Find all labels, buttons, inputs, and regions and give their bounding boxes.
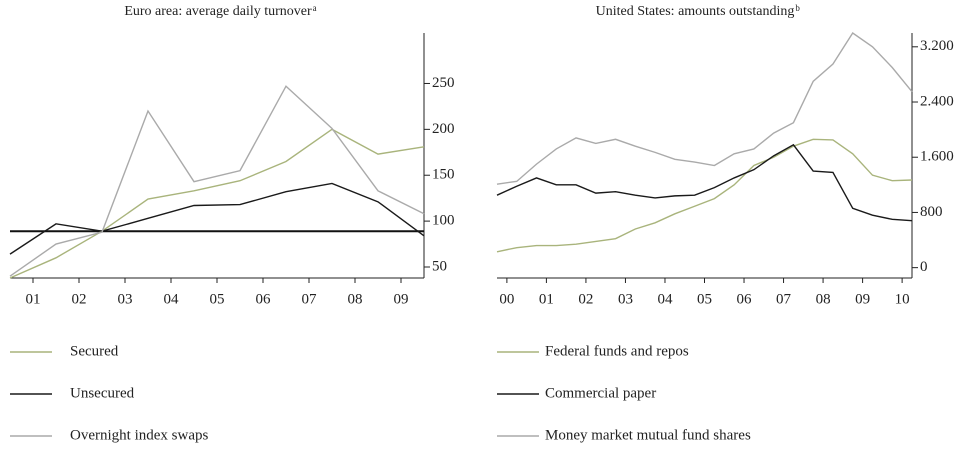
legend-label: Secured: [70, 343, 119, 359]
series-line: [496, 138, 913, 253]
legend-label: Unsecured: [70, 385, 135, 401]
x-tick-label: 06: [737, 291, 753, 307]
x-tick-label: 07: [776, 291, 792, 307]
y-tick-label: 250: [432, 75, 455, 91]
x-tick-label: 07: [302, 291, 318, 307]
chart-title: United States: amounts outstanding: [596, 4, 795, 19]
title-note: a: [313, 3, 317, 13]
y-tick-label: 3.200: [920, 38, 954, 54]
y-tick-label: 2.400: [920, 93, 954, 109]
y-tick-label: 800: [920, 204, 943, 220]
x-tick-label: 06: [256, 291, 272, 307]
legend-label: Commercial paper: [545, 385, 656, 401]
y-tick-label: 100: [432, 213, 455, 229]
x-tick-label: 02: [72, 291, 87, 307]
x-tick-label: 01: [539, 291, 554, 307]
x-tick-label: 04: [657, 291, 673, 307]
legend-label: Federal funds and repos: [545, 343, 689, 359]
x-tick-label: 05: [210, 291, 225, 307]
y-tick-label: 0: [920, 259, 928, 275]
x-tick-label: 09: [394, 291, 409, 307]
series-line: [9, 85, 425, 277]
legend-label: Overnight index swaps: [70, 427, 208, 443]
title-note: b: [795, 3, 800, 13]
x-tick-label: 09: [855, 291, 870, 307]
y-tick-label: 1.600: [920, 149, 954, 165]
x-tick-label: 05: [697, 291, 712, 307]
y-tick-label: 50: [432, 258, 447, 274]
x-tick-label: 01: [26, 291, 41, 307]
x-tick-label: 03: [118, 291, 133, 307]
series-line: [9, 128, 425, 279]
x-tick-label: 02: [578, 291, 593, 307]
x-tick-label: 08: [348, 291, 363, 307]
series-line: [496, 32, 913, 185]
x-tick-label: 08: [816, 291, 831, 307]
legend-label: Money market mutual fund shares: [545, 427, 751, 443]
x-tick-label: 10: [895, 291, 910, 307]
y-tick-label: 150: [432, 167, 455, 183]
x-tick-label: 04: [164, 291, 180, 307]
y-tick-label: 200: [432, 121, 455, 137]
series-line: [9, 182, 425, 255]
chart-title: Euro area: average daily turnover: [124, 4, 312, 19]
x-tick-label: 00: [499, 291, 514, 307]
x-tick-label: 03: [618, 291, 633, 307]
series-line: [496, 143, 913, 222]
